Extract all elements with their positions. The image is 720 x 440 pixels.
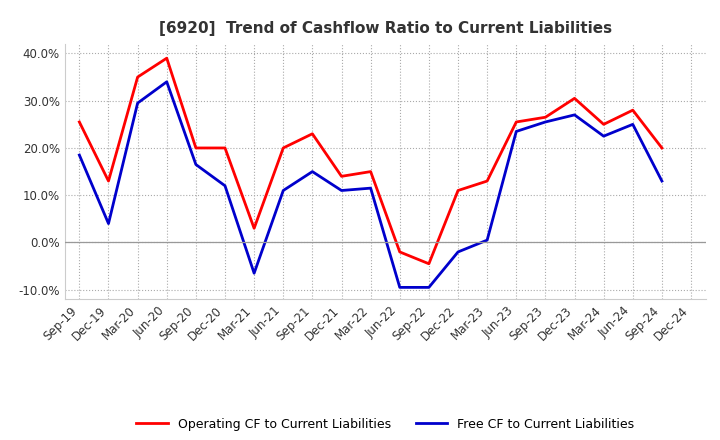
Operating CF to Current Liabilities <box>220 145 229 150</box>
Line: Operating CF to Current Liabilities: Operating CF to Current Liabilities <box>79 58 662 264</box>
Operating CF to Current Liabilities <box>337 174 346 179</box>
Free CF to Current Liabilities <box>599 133 608 139</box>
Operating CF to Current Liabilities <box>483 178 492 183</box>
Operating CF to Current Liabilities <box>279 145 287 150</box>
Operating CF to Current Liabilities <box>454 188 462 193</box>
Free CF to Current Liabilities <box>454 249 462 255</box>
Free CF to Current Liabilities <box>395 285 404 290</box>
Free CF to Current Liabilities <box>512 129 521 134</box>
Free CF to Current Liabilities <box>337 188 346 193</box>
Operating CF to Current Liabilities <box>104 178 113 183</box>
Free CF to Current Liabilities <box>570 112 579 117</box>
Legend: Operating CF to Current Liabilities, Free CF to Current Liabilities: Operating CF to Current Liabilities, Fre… <box>131 413 639 436</box>
Free CF to Current Liabilities <box>250 271 258 276</box>
Free CF to Current Liabilities <box>541 119 550 125</box>
Free CF to Current Liabilities <box>308 169 317 174</box>
Title: [6920]  Trend of Cashflow Ratio to Current Liabilities: [6920] Trend of Cashflow Ratio to Curren… <box>158 21 612 36</box>
Free CF to Current Liabilities <box>192 162 200 167</box>
Free CF to Current Liabilities <box>163 79 171 84</box>
Free CF to Current Liabilities <box>425 285 433 290</box>
Operating CF to Current Liabilities <box>75 119 84 125</box>
Operating CF to Current Liabilities <box>366 169 375 174</box>
Free CF to Current Liabilities <box>279 188 287 193</box>
Operating CF to Current Liabilities <box>629 107 637 113</box>
Operating CF to Current Liabilities <box>512 119 521 125</box>
Operating CF to Current Liabilities <box>163 55 171 61</box>
Operating CF to Current Liabilities <box>308 131 317 136</box>
Operating CF to Current Liabilities <box>192 145 200 150</box>
Free CF to Current Liabilities <box>629 122 637 127</box>
Line: Free CF to Current Liabilities: Free CF to Current Liabilities <box>79 82 662 287</box>
Free CF to Current Liabilities <box>104 221 113 226</box>
Operating CF to Current Liabilities <box>250 226 258 231</box>
Operating CF to Current Liabilities <box>541 114 550 120</box>
Operating CF to Current Liabilities <box>599 122 608 127</box>
Free CF to Current Liabilities <box>657 178 666 183</box>
Operating CF to Current Liabilities <box>395 249 404 255</box>
Free CF to Current Liabilities <box>220 183 229 188</box>
Free CF to Current Liabilities <box>483 238 492 243</box>
Operating CF to Current Liabilities <box>425 261 433 266</box>
Free CF to Current Liabilities <box>366 186 375 191</box>
Operating CF to Current Liabilities <box>133 74 142 80</box>
Free CF to Current Liabilities <box>133 100 142 106</box>
Operating CF to Current Liabilities <box>570 96 579 101</box>
Free CF to Current Liabilities <box>75 152 84 158</box>
Operating CF to Current Liabilities <box>657 145 666 150</box>
